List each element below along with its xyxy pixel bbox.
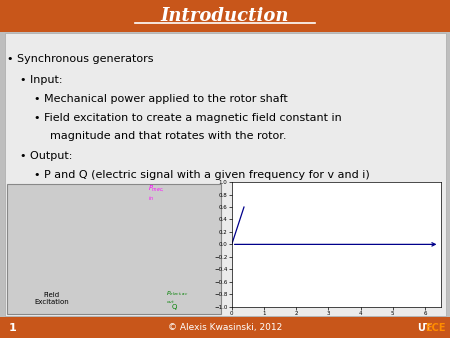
Text: 1: 1 [9, 322, 17, 333]
Text: $P_{mec,}$
$_{in}$: $P_{mec,}$ $_{in}$ [148, 184, 166, 203]
Text: • Output:: • Output: [20, 151, 72, 161]
Bar [0, 317, 450, 338]
Text: • Input:: • Input: [20, 75, 63, 85]
Bar [0, 0, 450, 32]
Bar [4, 33, 446, 316]
Text: $P_{elect,ac}$
$_{out}$: $P_{elect,ac}$ $_{out}$ [166, 290, 188, 306]
Text: UT: UT [418, 322, 432, 333]
Text: Introduction: Introduction [161, 7, 289, 25]
Text: Q: Q [172, 304, 177, 310]
Text: ECE: ECE [425, 322, 446, 333]
Text: Field
Excitation: Field Excitation [34, 292, 69, 305]
Text: • Synchronous generators: • Synchronous generators [7, 54, 153, 64]
Text: magnitude and that rotates with the rotor.: magnitude and that rotates with the roto… [50, 131, 286, 141]
Text: • Mechanical power applied to the rotor shaft: • Mechanical power applied to the rotor … [34, 94, 288, 104]
Text: © Alexis Kwasinski, 2012: © Alexis Kwasinski, 2012 [168, 323, 282, 332]
Bar [7, 184, 220, 314]
Text: • Field excitation to create a magnetic field constant in: • Field excitation to create a magnetic … [34, 113, 342, 123]
Text: • P and Q (electric signal with a given frequency for v and i): • P and Q (electric signal with a given … [34, 170, 369, 180]
